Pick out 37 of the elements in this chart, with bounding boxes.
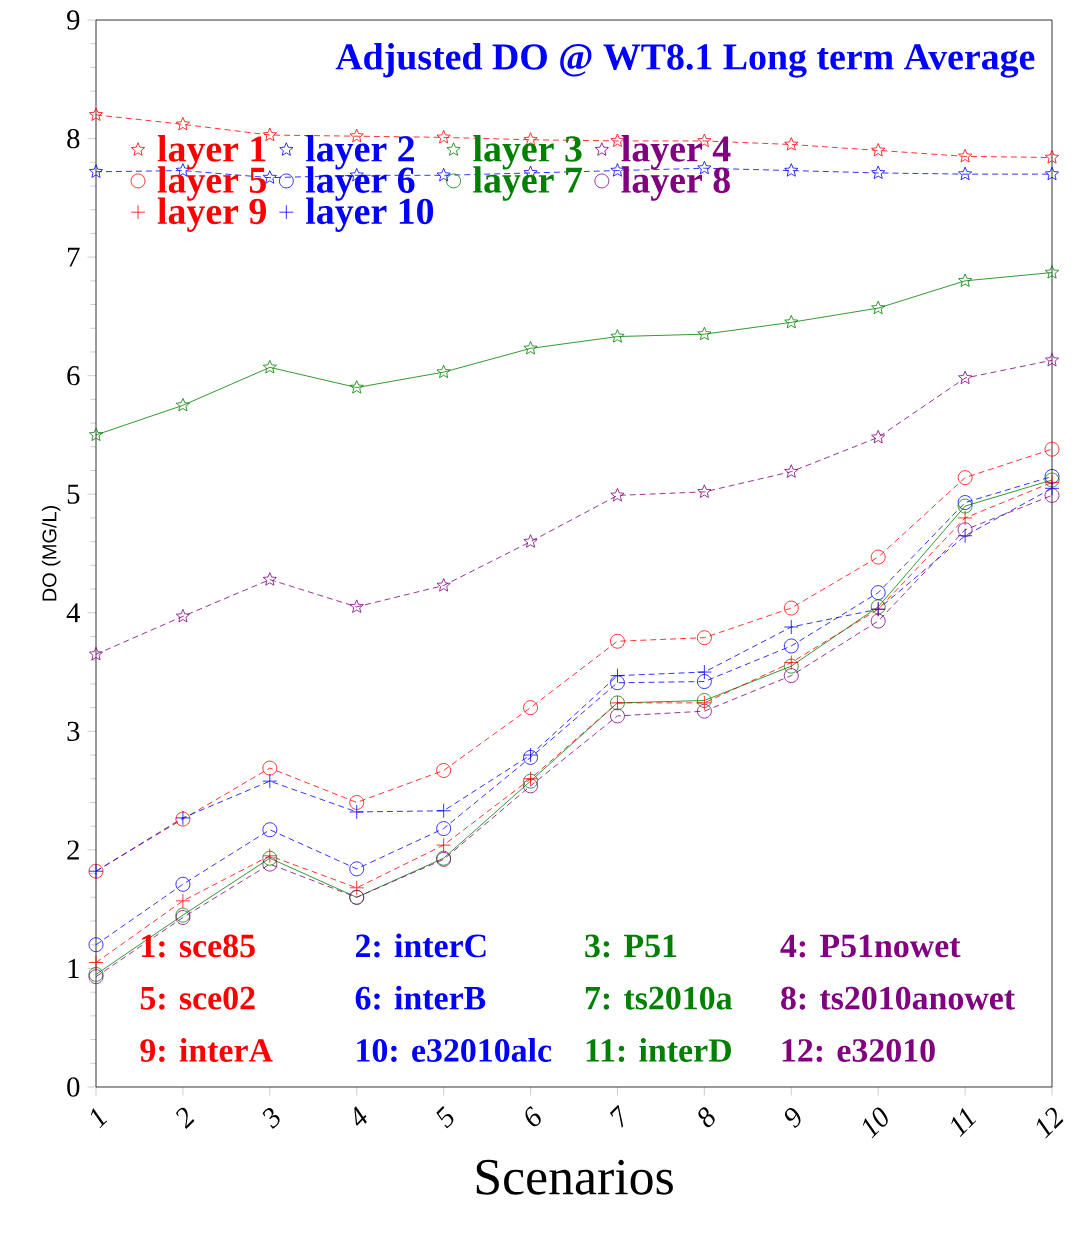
annotation: 1: sce85 [142,934,255,958]
x-tick-label: 1 [90,1108,108,1129]
y-axis-title: DO (MG/L) [41,506,61,601]
annotation: 11: interD [586,1038,731,1063]
annotation: 4: P51nowet [780,934,961,958]
annotation: 12: e32010 [782,1039,935,1063]
annotation: 9: interA [140,1038,273,1063]
annotation: 2: interC [355,933,486,958]
x-tick-label: 8 [698,1107,715,1128]
annotation: 10: e32010alc [357,1038,552,1063]
x-tick-label: 3 [262,1107,280,1129]
y-tick-label: 5 [67,484,80,504]
y-tick-label: 0 [67,1077,80,1097]
x-tick-label: 4 [354,1106,367,1126]
x-tick-label: 12 [1036,1107,1064,1139]
y-tick-label: 7 [68,247,80,267]
x-tick-label: 9 [784,1107,801,1129]
x-tick-label: 10 [862,1107,888,1139]
annotation: 6: interB [355,985,486,1010]
text: Adjusted DO @ WT8.1 Long term Average [335,43,1035,78]
x-tick-label: 11 [951,1108,977,1137]
x-tick-label: 6 [525,1106,541,1127]
y-tick-label: 1 [68,958,79,978]
y-tick-label: 6 [67,366,80,386]
annotation: 7: ts2010a [585,986,733,1010]
y-tick-label: 8 [67,128,80,149]
y-tick-label: 4 [66,603,81,623]
y-tick-label: 2 [67,840,79,860]
annotation: 5: sce02 [140,986,255,1010]
x-tick-label: 5 [436,1106,454,1129]
x-tick-label: 7 [609,1104,624,1128]
annotation: 8: ts2010anowet [781,986,1015,1010]
y-tick-label: 9 [67,10,80,30]
x-tick-label: 2 [175,1107,195,1130]
annotation: 3: P51 [585,934,677,958]
y-tick-label: 3 [67,721,80,741]
x-axis-title: Scenarios [476,1159,673,1195]
